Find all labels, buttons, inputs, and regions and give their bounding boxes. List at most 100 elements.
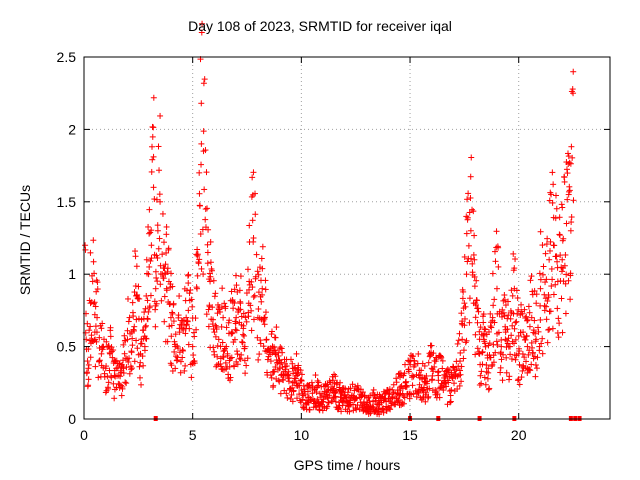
data-point [136, 295, 143, 302]
data-point [148, 242, 155, 249]
data-point [379, 406, 386, 413]
data-point [154, 255, 161, 262]
data-point [383, 398, 390, 405]
data-point [503, 369, 510, 376]
data-point [226, 317, 233, 324]
data-point [485, 328, 492, 335]
data-point [107, 324, 114, 331]
data-point [512, 256, 519, 263]
data-point [458, 363, 465, 370]
data-point [501, 296, 508, 303]
data-point [163, 285, 170, 292]
data-point [559, 268, 566, 275]
data-point [289, 379, 296, 386]
data-point [237, 273, 244, 280]
data-point [539, 350, 546, 357]
data-point [498, 336, 505, 343]
data-point [568, 219, 575, 226]
data-point [228, 329, 235, 336]
data-point [201, 186, 208, 193]
data-point [237, 306, 244, 313]
data-point [147, 292, 154, 299]
data-point [434, 390, 441, 397]
data-point [406, 395, 413, 402]
data-point [532, 373, 539, 380]
data-point [146, 303, 153, 310]
data-point [252, 190, 259, 197]
data-point [128, 349, 135, 356]
data-point [418, 367, 425, 374]
data-point [324, 394, 331, 401]
y-tick-label: 2.5 [57, 49, 77, 65]
data-point [185, 341, 192, 348]
y-axis-label: SRMTID / TECUs [17, 184, 33, 296]
data-point [293, 350, 300, 357]
data-point [115, 372, 122, 379]
data-point [547, 238, 554, 245]
data-point [485, 386, 492, 393]
data-point [131, 289, 138, 296]
data-point [443, 383, 450, 390]
data-point [541, 307, 548, 314]
data-point [545, 294, 552, 301]
data-point [138, 381, 145, 388]
data-point [207, 278, 214, 285]
data-point [223, 343, 230, 350]
data-point [501, 312, 508, 319]
data-point [315, 382, 322, 389]
data-point [539, 271, 546, 278]
data-point [357, 394, 364, 401]
data-point [461, 253, 468, 260]
data-point [291, 379, 298, 386]
data-point [233, 327, 240, 334]
data-point [120, 365, 127, 372]
data-point [527, 277, 534, 284]
data-point [261, 314, 268, 321]
data-point [150, 94, 157, 101]
data-point [330, 377, 337, 384]
data-point [544, 235, 551, 242]
data-point [480, 311, 487, 318]
data-point [490, 302, 497, 309]
data-point [535, 324, 542, 331]
data-point [514, 377, 521, 384]
data-point [276, 378, 283, 385]
data-point [292, 375, 299, 382]
data-point [488, 324, 495, 331]
data-point [556, 320, 563, 327]
data-point [153, 300, 160, 307]
data-point [169, 309, 176, 316]
data-point [270, 382, 277, 389]
data-point [344, 389, 351, 396]
data-point [102, 365, 109, 372]
data-point [557, 252, 564, 259]
data-point [168, 362, 175, 369]
data-point [241, 332, 248, 339]
data-point [100, 343, 107, 350]
data-point [550, 291, 557, 298]
data-point [279, 349, 286, 356]
data-point [518, 374, 525, 381]
data-point [164, 265, 171, 272]
data-point [192, 315, 199, 322]
data-point [272, 334, 279, 341]
data-point [549, 276, 556, 283]
data-point [189, 343, 196, 350]
x-tick-label: 15 [402, 427, 418, 443]
data-point [555, 334, 562, 341]
data-point [294, 395, 301, 402]
data-point [204, 241, 211, 248]
data-point [248, 307, 255, 314]
data-point [200, 80, 207, 87]
data-point [194, 246, 201, 253]
data-point [263, 336, 270, 343]
data-point [570, 197, 577, 204]
data-point [528, 273, 535, 280]
data-point [236, 355, 243, 362]
data-point [500, 297, 507, 304]
data-point [214, 353, 221, 360]
data-point [144, 297, 151, 304]
data-point [144, 270, 151, 277]
data-point [472, 300, 479, 307]
data-point [507, 343, 514, 350]
